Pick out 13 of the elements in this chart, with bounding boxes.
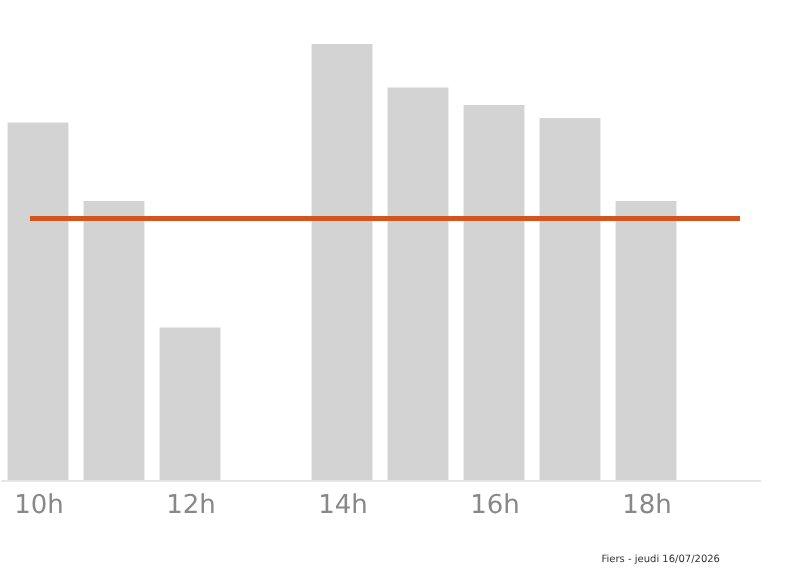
bar (83, 200, 145, 480)
bar (311, 44, 373, 480)
x-tick-label: 12h (166, 491, 216, 521)
x-tick-label: 18h (622, 491, 672, 521)
x-tick-label: 10h (14, 491, 64, 521)
bar (159, 327, 221, 480)
x-tick-label: 16h (470, 491, 520, 521)
bar (539, 118, 601, 480)
bar (387, 87, 449, 480)
x-tick-label: 14h (318, 491, 368, 521)
bar (615, 200, 677, 480)
bar (463, 105, 525, 480)
bar (7, 122, 69, 480)
